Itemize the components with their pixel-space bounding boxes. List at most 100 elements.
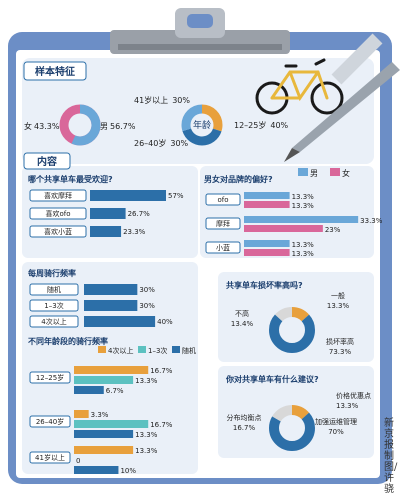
female-value: 43.3% <box>34 122 60 131</box>
age-41-label: 41岁以上 <box>134 95 168 105</box>
bar <box>244 216 359 223</box>
slice-label: 价格优惠点 <box>336 391 371 400</box>
bar-value-label: 33.3% <box>360 217 383 225</box>
male-label: 男 <box>100 122 108 131</box>
slice-label: 一般 <box>331 291 345 300</box>
category-label: 喜欢ofo <box>45 209 70 218</box>
bar <box>74 420 149 428</box>
male-value: 56.7% <box>110 122 136 131</box>
bar-value-label: 30% <box>139 286 155 294</box>
category-box <box>29 283 79 296</box>
bar-value-label: 6.7% <box>106 387 124 395</box>
bar-value-label: 16.7% <box>150 421 173 429</box>
bar-value-label: 10% <box>120 467 136 475</box>
sample-title: 样本特征 <box>35 65 75 78</box>
bar <box>90 190 166 201</box>
bar <box>74 376 134 384</box>
pie-slice <box>269 405 315 451</box>
age-slice <box>181 104 223 146</box>
age-12-25-label: 12–25岁 <box>234 120 266 130</box>
bicycle-icon <box>255 58 344 115</box>
category-box <box>29 189 87 202</box>
bar <box>84 300 138 311</box>
bar <box>244 240 290 247</box>
slice-label: 损坏率高 <box>326 337 354 346</box>
bar-value-label: 23% <box>325 226 341 234</box>
age-26-40-label: 26–40岁 <box>134 138 166 148</box>
age-26-40-value: 30% <box>170 139 188 148</box>
bar <box>244 192 290 199</box>
slice-value-label: 70% <box>328 428 344 436</box>
charts-layer: 喜欢摩拜 57% 喜欢ofo 26.7% 喜欢小蓝 23.3% 随机 30% 1–3次 30% 4次… <box>29 189 383 475</box>
bar-value-label: 13.3% <box>292 193 315 201</box>
age-donut <box>181 104 223 146</box>
category-box <box>205 241 241 254</box>
category-label: 41岁以上 <box>35 453 65 462</box>
category-label: 摩拜 <box>216 219 230 228</box>
bar <box>90 208 126 219</box>
content-title: 内容 <box>37 155 57 168</box>
legend-1-3-swatch <box>138 346 146 353</box>
legend-random-swatch <box>172 346 180 353</box>
svg-text:女43.3%: 女 43.3% <box>24 121 60 131</box>
bar-value-label: 23.3% <box>123 228 146 236</box>
category-label: 12–25岁 <box>36 373 64 382</box>
category-box <box>29 299 79 312</box>
popular-chart-title: 哪个共享单车最受欢迎? <box>28 174 113 184</box>
bar-value-label: 30% <box>139 302 155 310</box>
age-41-value: 30% <box>172 96 190 105</box>
category-label: 小蓝 <box>216 243 230 252</box>
bar-value-label: 13.3% <box>135 431 158 439</box>
damage-chart-title: 共享单车损坏率高吗? <box>226 280 303 290</box>
category-label: 26–40岁 <box>36 417 64 426</box>
age-frequency-chart-title: 不同年龄段的骑行频率 <box>28 336 108 346</box>
bar-value-label: 13.3% <box>292 250 315 258</box>
slice-label: 分布均衡点 <box>227 413 262 422</box>
legend-random-label: 随机 <box>182 346 196 355</box>
category-label: 4次以上 <box>41 317 66 326</box>
svg-text:男56.7%: 男 56.7% <box>100 122 136 131</box>
bar <box>244 201 290 208</box>
slice-value-label: 13.3% <box>336 402 359 410</box>
bar <box>74 410 89 418</box>
bar-value-label: 57% <box>168 192 184 200</box>
bar <box>244 225 323 232</box>
bar-value-label: 0 <box>76 457 80 465</box>
age-12-25-value: 40% <box>270 121 288 130</box>
gender-donut <box>59 104 101 146</box>
bar-value-label: 3.3% <box>91 411 109 419</box>
clip-icon <box>110 8 290 54</box>
category-label: 喜欢小蓝 <box>44 227 72 236</box>
bar <box>74 466 119 474</box>
category-box <box>29 371 71 384</box>
bar <box>84 316 156 327</box>
category-box <box>29 415 71 428</box>
panel-gender-brand <box>200 166 374 258</box>
pie-slice <box>269 405 315 451</box>
bar-value-label: 13.3% <box>135 447 158 455</box>
slice-value-label: 73.3% <box>329 348 352 356</box>
pen-icon <box>284 33 400 162</box>
pie-slice <box>269 307 315 353</box>
bar <box>244 249 290 256</box>
legend-1-3-label: 1–3次 <box>148 346 167 355</box>
pie-slice <box>269 307 315 353</box>
bar-value-label: 13.3% <box>292 241 315 249</box>
bar <box>84 284 138 295</box>
category-label: ofo <box>217 196 228 204</box>
legend-4plus-label: 4次以上 <box>108 346 133 355</box>
bar <box>74 366 149 374</box>
legend-male-swatch <box>298 168 308 176</box>
category-box <box>29 315 79 328</box>
legend-female-label: 女 <box>342 168 350 178</box>
bar <box>74 386 104 394</box>
age-center-label: 年龄 <box>193 119 211 131</box>
gender-male-arc <box>59 104 101 146</box>
category-box <box>29 451 71 464</box>
category-label: 喜欢摩拜 <box>44 191 72 200</box>
bar-value-label: 40% <box>157 318 173 326</box>
legend-male-label: 男 <box>310 169 318 178</box>
category-box <box>29 225 87 238</box>
